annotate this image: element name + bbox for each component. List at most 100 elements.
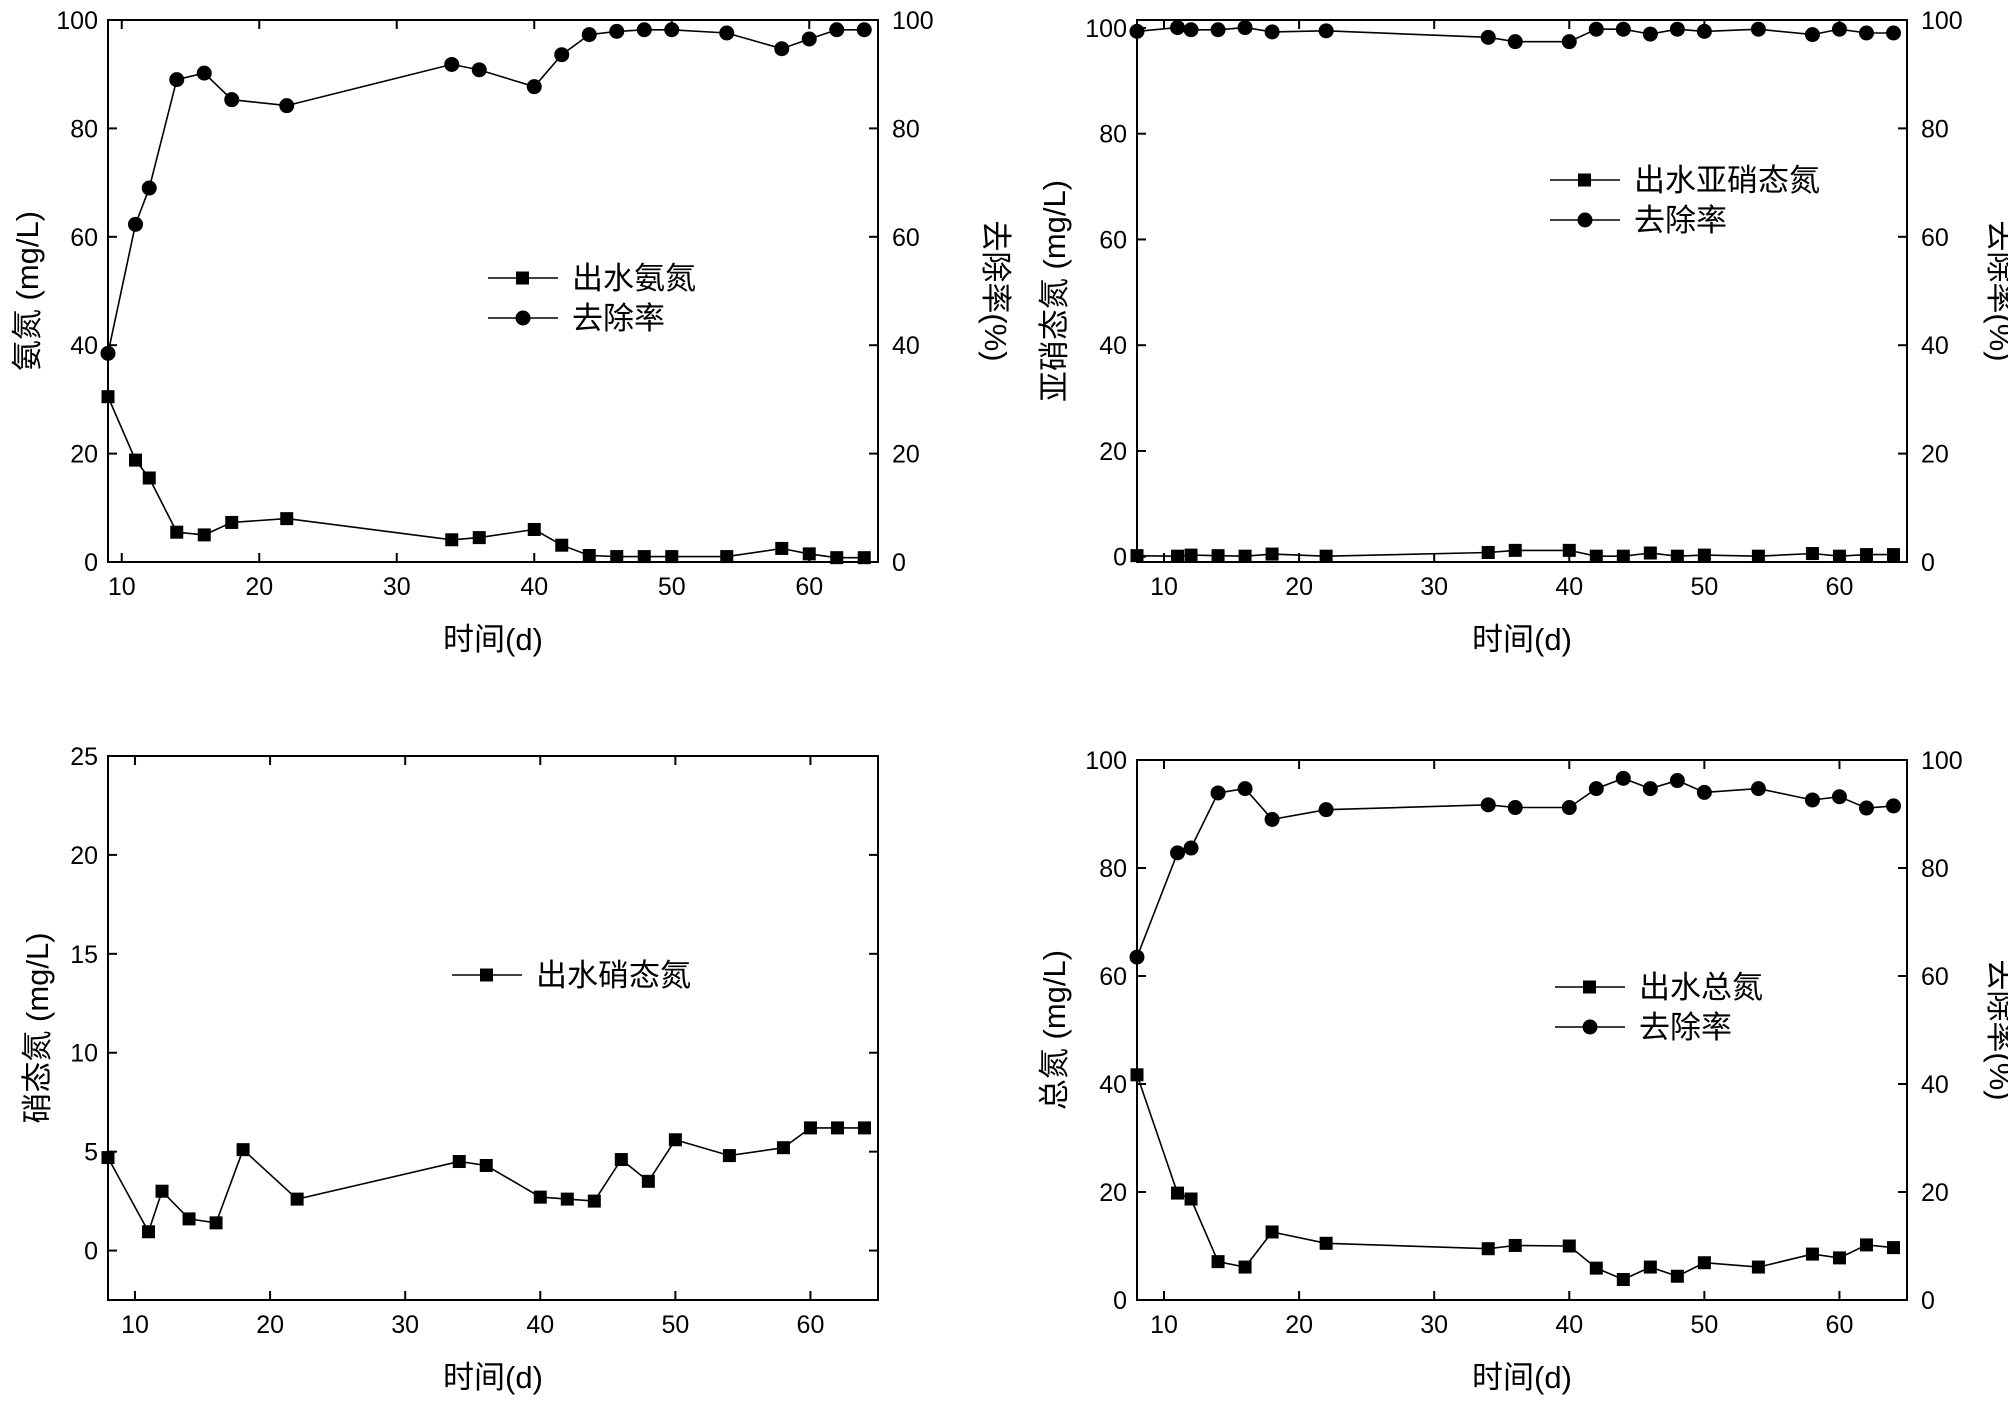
data-point-circle <box>1183 22 1199 38</box>
x-tick-label: 50 <box>1690 1311 1718 1339</box>
y-tick-label: 25 <box>70 743 98 771</box>
legend-marker-circle <box>1582 1019 1598 1035</box>
data-point-square <box>614 1153 628 1167</box>
data-point-circle <box>169 72 185 88</box>
data-point-circle <box>471 62 487 78</box>
chart-panel-4: 10 20 30 40 50 60 0 20 40 60 80 100 0 20 40 60 80 100 时间(d… <box>1037 747 2008 1395</box>
data-point-circle <box>1170 20 1186 36</box>
series-line-2 <box>107 28 865 354</box>
data-point-square <box>1697 548 1711 562</box>
data-point-square <box>170 525 184 539</box>
y2-tick-label: 60 <box>892 224 920 252</box>
data-point-square <box>722 1149 736 1163</box>
data-point-square <box>1508 543 1522 557</box>
y-tick-label: 100 <box>1085 15 1127 43</box>
data-point-square <box>1171 1186 1185 1200</box>
series-line-1 <box>107 396 865 559</box>
y-tick-label: 0 <box>1113 1287 1127 1315</box>
x-tick-label: 30 <box>1420 1311 1448 1339</box>
x-axis-title: 时间(d) <box>443 1360 543 1395</box>
data-point-circle <box>1615 21 1631 37</box>
data-point-square <box>1643 546 1657 560</box>
data-point-square <box>1697 1256 1711 1270</box>
plot-frame <box>107 755 879 1301</box>
data-point-square <box>1886 1241 1900 1255</box>
y-tick-label: 60 <box>70 224 98 252</box>
x-tick-label: 10 <box>108 573 136 601</box>
data-point-square <box>1184 548 1198 562</box>
plot-frame <box>107 19 879 563</box>
data-point-circle <box>1642 781 1658 797</box>
data-point-square <box>587 1194 601 1208</box>
data-point-square <box>637 550 651 564</box>
legend-label: 出水氨氮 <box>572 261 696 296</box>
data-point-square <box>1130 1068 1144 1082</box>
x-tick-label: 20 <box>1285 573 1313 601</box>
y-tick-label: 60 <box>1099 963 1127 991</box>
legend: 出水硝态氮 <box>452 958 691 993</box>
data-point-circle <box>1669 21 1685 37</box>
y-tick-label: 100 <box>56 7 98 35</box>
data-point-circle <box>1885 25 1901 41</box>
data-point-square <box>830 551 844 565</box>
y-axis-title: 硝态氮 (mg/L) <box>20 932 55 1123</box>
data-point-circle <box>1264 24 1280 40</box>
data-point-square <box>641 1174 655 1188</box>
data-point-circle <box>1561 800 1577 816</box>
data-point-circle <box>1858 25 1874 41</box>
y2-tick-label: 80 <box>1921 115 1949 143</box>
data-point-square <box>1859 548 1873 562</box>
y-tick-label: 40 <box>1099 1071 1127 1099</box>
y-axis-title: 氨氮 (mg/L) <box>10 211 45 371</box>
y2-tick-label: 100 <box>1921 7 1963 35</box>
data-point-square <box>1832 549 1846 563</box>
data-point-circle <box>1615 770 1631 786</box>
data-point-circle <box>581 27 597 43</box>
x-tick-label: 20 <box>256 1311 284 1339</box>
data-point-square <box>101 390 115 404</box>
data-point-square <box>209 1216 223 1230</box>
x-tick-label: 10 <box>121 1311 149 1339</box>
data-point-square <box>280 512 294 526</box>
x-tick-label: 60 <box>1826 573 1854 601</box>
data-point-circle <box>1804 27 1820 43</box>
data-point-circle <box>1264 811 1280 827</box>
y-tick-label: 5 <box>84 1139 98 1167</box>
data-point-square <box>1670 549 1684 563</box>
y2-tick-label: 80 <box>1921 855 1949 883</box>
legend-label: 去除率 <box>1639 1010 1732 1045</box>
data-point-circle <box>1885 798 1901 814</box>
y2-tick-label: 100 <box>1921 747 1963 775</box>
y2-tick-label: 20 <box>1921 1179 1949 1207</box>
data-point-square <box>610 550 624 564</box>
data-point-square <box>857 1121 871 1135</box>
x-axis-title: 时间(d) <box>1472 1360 1572 1395</box>
data-point-circle <box>829 22 845 38</box>
data-point-square <box>1643 1260 1657 1274</box>
data-point-square <box>452 1155 466 1169</box>
y-tick-label: 20 <box>70 842 98 870</box>
data-point-square <box>668 1133 682 1147</box>
data-point-square <box>1211 1255 1225 1269</box>
data-point-circle <box>1170 845 1186 861</box>
data-point-circle <box>1183 840 1199 856</box>
data-point-circle <box>1750 21 1766 37</box>
legend-label: 出水总氮 <box>1639 970 1763 1005</box>
data-point-circle <box>1129 949 1145 965</box>
x-tick-label: 40 <box>526 1311 554 1339</box>
legend-marker-circle <box>1577 212 1593 228</box>
y-tick-label: 0 <box>1113 544 1127 572</box>
data-point-square <box>472 531 486 545</box>
data-point-square <box>1859 1238 1873 1252</box>
data-point-circle <box>856 22 872 38</box>
y-axis-title: 亚硝态氮 (mg/L) <box>1037 180 1072 402</box>
x-tick-label: 10 <box>1150 1311 1178 1339</box>
y2-tick-label: 40 <box>892 332 920 360</box>
data-point-square <box>142 471 156 485</box>
data-point-square <box>1481 545 1495 559</box>
data-point-circle <box>1318 802 1334 818</box>
y-tick-label: 15 <box>70 941 98 969</box>
